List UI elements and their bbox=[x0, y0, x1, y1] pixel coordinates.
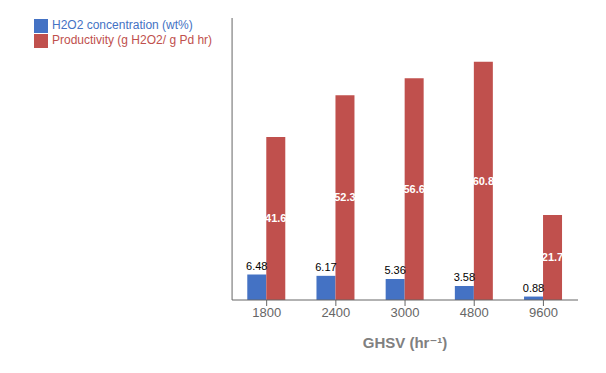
svg-text:1800: 1800 bbox=[252, 305, 281, 320]
svg-text:GHSV (hr⁻¹): GHSV (hr⁻¹) bbox=[363, 334, 448, 351]
svg-text:6.48: 6.48 bbox=[246, 260, 267, 272]
svg-text:5.36: 5.36 bbox=[384, 264, 405, 276]
svg-text:56.6: 56.6 bbox=[403, 183, 424, 195]
svg-text:9600: 9600 bbox=[529, 305, 558, 320]
html-text:H2O2 concentration (wt%): H2O2 concentration (wt%) bbox=[52, 18, 193, 32]
svg-text:60.8: 60.8 bbox=[473, 175, 494, 187]
svg-text:52.3: 52.3 bbox=[334, 191, 355, 203]
svg-text:2400: 2400 bbox=[321, 305, 350, 320]
svg-text:6.17: 6.17 bbox=[315, 261, 336, 273]
svg-text:0.88: 0.88 bbox=[523, 282, 544, 294]
svg-text:41.6: 41.6 bbox=[265, 212, 286, 224]
html-text:Productivity (g H2O2/ g Pd hr): Productivity (g H2O2/ g Pd hr) bbox=[52, 32, 213, 47]
svg-text:3.58: 3.58 bbox=[454, 271, 475, 283]
svg-text:3000: 3000 bbox=[391, 305, 420, 320]
svg-text:4800: 4800 bbox=[460, 305, 489, 320]
svg-text:21.7: 21.7 bbox=[542, 251, 563, 263]
